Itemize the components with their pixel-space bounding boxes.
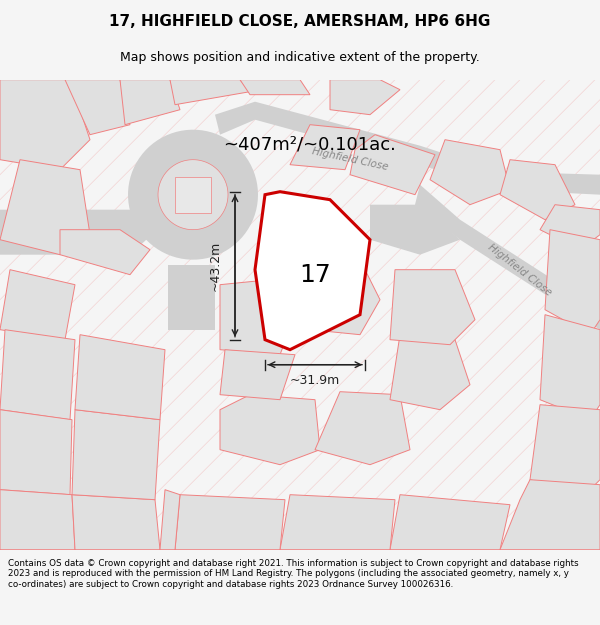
Polygon shape xyxy=(390,270,475,345)
Polygon shape xyxy=(370,205,460,255)
Polygon shape xyxy=(390,335,470,410)
Polygon shape xyxy=(75,335,165,420)
Polygon shape xyxy=(72,410,160,499)
Polygon shape xyxy=(430,139,510,205)
Polygon shape xyxy=(390,495,510,550)
Text: 17, HIGHFIELD CLOSE, AMERSHAM, HP6 6HG: 17, HIGHFIELD CLOSE, AMERSHAM, HP6 6HG xyxy=(109,14,491,29)
Polygon shape xyxy=(545,229,600,335)
Polygon shape xyxy=(255,192,370,350)
Polygon shape xyxy=(0,270,75,340)
Polygon shape xyxy=(240,79,310,94)
Polygon shape xyxy=(530,405,600,495)
Polygon shape xyxy=(0,330,75,420)
Polygon shape xyxy=(280,495,395,550)
Polygon shape xyxy=(0,159,90,255)
Polygon shape xyxy=(0,210,155,255)
Polygon shape xyxy=(290,260,380,335)
Polygon shape xyxy=(500,159,575,219)
Polygon shape xyxy=(120,79,180,125)
Polygon shape xyxy=(315,392,410,464)
Polygon shape xyxy=(60,229,150,275)
Polygon shape xyxy=(65,79,130,134)
Text: Highfield Close: Highfield Close xyxy=(486,242,554,298)
Polygon shape xyxy=(215,102,600,195)
Text: 17: 17 xyxy=(299,262,331,287)
Polygon shape xyxy=(72,495,160,550)
Polygon shape xyxy=(170,79,250,104)
Polygon shape xyxy=(540,205,600,249)
Text: ~31.9m: ~31.9m xyxy=(290,374,340,387)
Text: Map shows position and indicative extent of the property.: Map shows position and indicative extent… xyxy=(120,51,480,64)
Polygon shape xyxy=(175,495,285,550)
Polygon shape xyxy=(0,410,72,495)
Polygon shape xyxy=(160,490,180,550)
Polygon shape xyxy=(330,79,400,115)
Polygon shape xyxy=(220,350,295,400)
Polygon shape xyxy=(220,395,320,464)
Polygon shape xyxy=(175,177,211,212)
Text: Contains OS data © Crown copyright and database right 2021. This information is : Contains OS data © Crown copyright and d… xyxy=(8,559,578,589)
Polygon shape xyxy=(500,480,600,550)
Polygon shape xyxy=(0,79,90,169)
Polygon shape xyxy=(350,134,435,195)
Polygon shape xyxy=(220,280,295,355)
Text: ~407m²/~0.101ac.: ~407m²/~0.101ac. xyxy=(224,136,397,154)
Polygon shape xyxy=(128,130,258,259)
Polygon shape xyxy=(0,490,75,550)
Polygon shape xyxy=(158,160,228,229)
Text: Highfield Close: Highfield Close xyxy=(311,147,389,173)
Text: ~43.2m: ~43.2m xyxy=(209,241,221,291)
Polygon shape xyxy=(290,125,360,169)
Polygon shape xyxy=(540,315,600,420)
Polygon shape xyxy=(168,265,215,330)
Polygon shape xyxy=(415,185,600,330)
